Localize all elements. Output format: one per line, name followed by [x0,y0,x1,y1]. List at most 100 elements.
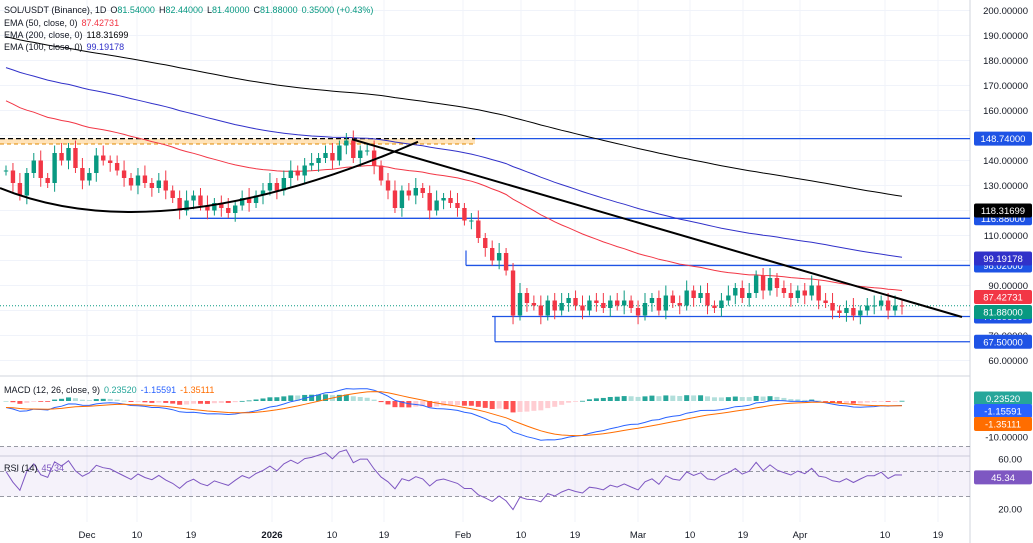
candle [163,170,168,200]
candle [865,298,870,316]
candle-body [510,270,516,316]
candle-body [198,195,203,206]
macd-tag: -1.15591 [984,407,1022,418]
candle-body [677,303,682,306]
candle [302,158,307,185]
candle-body [3,170,9,172]
candle [73,140,78,173]
candle [455,193,460,217]
candle-body [52,153,57,183]
trend-drawings[interactable] [0,138,963,318]
time-tick-label: 10 [516,530,527,541]
macd-histogram-bar [454,401,460,406]
candle-body [427,193,432,211]
price-axis[interactable]: 60.0000070.0000080.0000090.00000100.0000… [974,6,1032,516]
ema100-value: 99.19178 [86,42,125,52]
candle-body [781,288,787,293]
macd-histogram-bar [566,401,572,403]
price-tick-label: 90.00000 [988,281,1028,292]
candle [753,270,759,298]
candle-body [302,165,307,176]
candle [566,293,571,312]
candle-body [649,298,655,303]
macd-histogram-bar [295,395,301,401]
macd-histogram-bar [316,394,322,401]
macd-histogram-bar [260,398,266,401]
rsi-tick-label: 60.00 [998,455,1022,466]
macd-histogram-bar [93,399,99,401]
candle [628,295,634,313]
macd-histogram-bar [163,401,169,403]
level-price-tag-bg [974,334,1032,349]
rsi-tag-bg [974,470,1032,485]
ema50-legend[interactable]: EMA (50, close, 0) 87.42731 [4,17,123,29]
candle [323,145,328,163]
macd-tick-label: -10.00000 [985,433,1028,444]
level-price-tag: 148.74000 [981,134,1026,145]
candle-body [684,290,689,306]
time-tick-label: 10 [327,530,338,541]
candle-body [726,295,731,301]
macd-histogram-bar [684,395,690,401]
ema100-legend[interactable]: EMA (100, close, 0) 99.19178 [4,41,128,53]
candle [531,295,537,311]
candle-body [462,208,467,221]
candle-body [455,203,460,208]
rsi-legend[interactable]: RSI (14) 45.34 [4,462,68,474]
macd-histogram-bar [211,401,217,404]
candle-body [830,303,835,311]
macd-histogram-bar [628,396,634,401]
time-tick-label: Feb [455,530,471,541]
candle [663,285,669,320]
candle [872,295,877,315]
horizontal-levels[interactable] [0,137,970,343]
candle [615,293,620,311]
candle-body [260,190,266,196]
candle [420,183,425,198]
time-axis[interactable]: Dec 10 19 2026 10 19 Feb 10 19 Mar 10 19 Apr 10 19 [79,530,944,541]
macd-histogram-bar [871,401,877,402]
candle [656,290,662,316]
rsi-line [5,449,903,511]
macd-histogram-bar [135,401,141,402]
candle [316,153,321,172]
candle-body [885,300,891,311]
macd-histogram-bar [545,401,551,409]
candle-body [733,288,738,296]
candle [809,275,814,301]
downtrend-line [351,138,963,318]
candle [267,173,273,196]
candle-body [767,278,773,291]
candle-body [663,295,669,311]
candle-body [420,188,425,193]
macd-histogram-bar [52,399,58,401]
macd-histogram-bar [698,395,704,401]
macd-histogram-bar [121,400,127,402]
macd-histogram-bar [392,401,398,408]
candle-body [323,153,328,158]
candle [385,173,391,200]
macd-legend[interactable]: MACD (12, 26, close, 9) 0.23520 -1.15591 -1… [4,384,218,396]
ema200-legend[interactable]: EMA (200, close, 0) 118.31699 [4,29,132,41]
candle [719,293,724,317]
macd-histogram-bar [809,399,815,401]
macd-histogram-bar [760,396,766,401]
candle [31,153,36,178]
candle-body [816,285,821,301]
resistance-zone [0,138,475,144]
macd-histogram-bar [267,397,273,401]
macd-histogram-bar [892,401,898,402]
candle-body [121,170,127,178]
candle-body [760,275,766,291]
macd-histogram-bar [559,401,565,405]
time-tick-label: 19 [186,530,197,541]
candle [246,188,252,212]
macd-tag: -1.35111 [985,420,1021,431]
candle-body [573,298,578,306]
candle [552,293,557,320]
candle-body [371,150,377,166]
price-tick-label: 130.00000 [983,181,1028,192]
candle-body [448,198,453,203]
candle-body [899,305,905,307]
